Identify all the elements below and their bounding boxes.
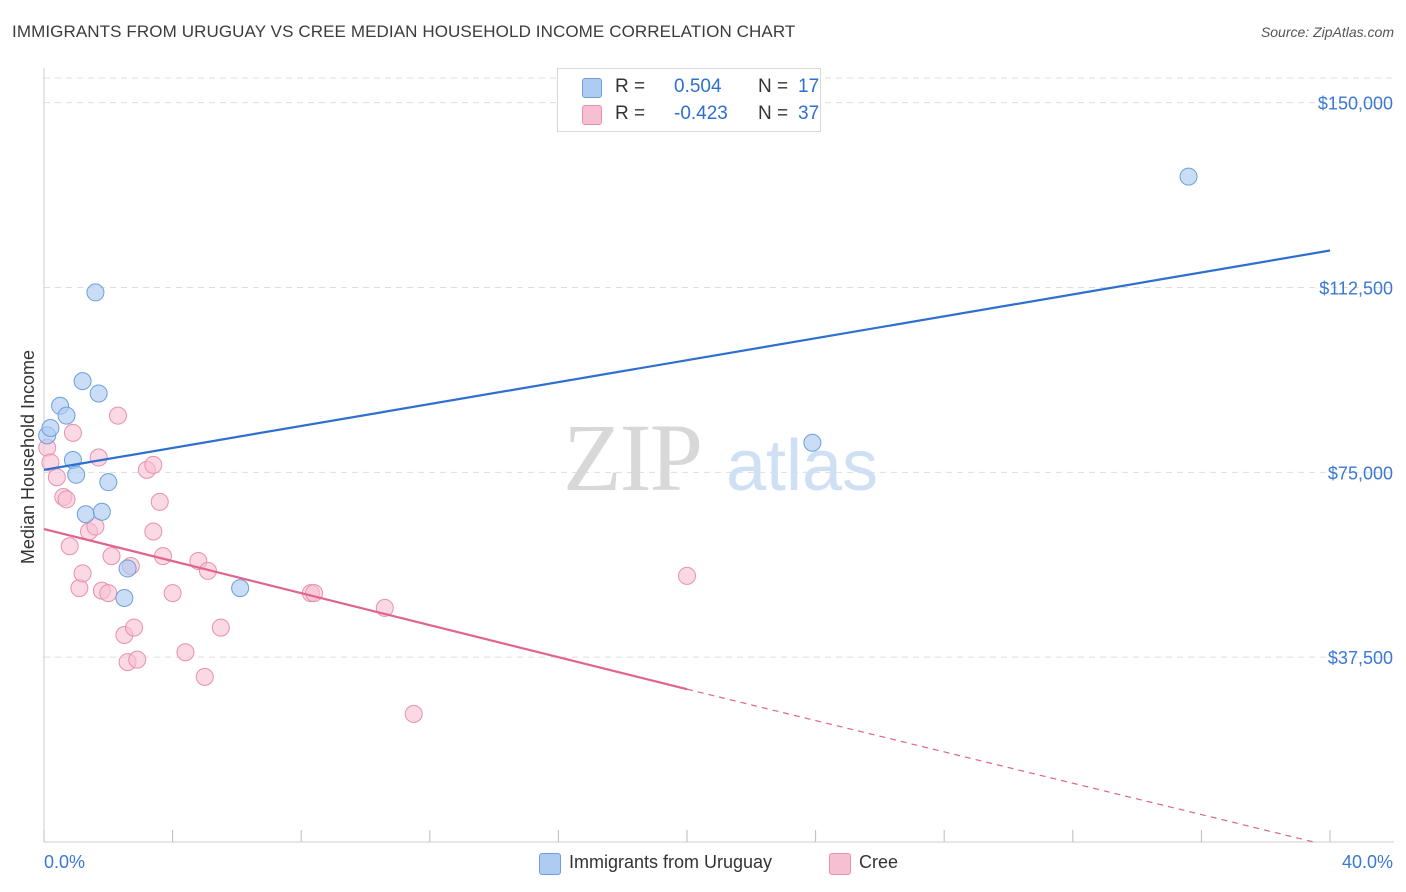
- y-tick-label: $37,500: [1328, 648, 1393, 668]
- uruguay-point: [57, 406, 76, 425]
- watermark-atlas: atlas: [726, 426, 878, 506]
- cree-point: [73, 564, 92, 583]
- cree-point: [404, 704, 423, 723]
- uruguay-point: [41, 418, 60, 437]
- cree-legend-label: Cree: [859, 852, 899, 872]
- cree-point: [176, 643, 195, 662]
- n-label: N =: [758, 76, 789, 97]
- cree-point: [47, 468, 66, 487]
- cree-legend-swatch: [829, 853, 851, 875]
- cree-point: [60, 537, 79, 556]
- cree-point: [211, 618, 230, 637]
- grid-lines: [44, 77, 1394, 658]
- chart-title: IMMIGRANTS FROM URUGUAY VS CREE MEDIAN H…: [12, 22, 796, 41]
- cree-point: [125, 618, 144, 637]
- trend-lines: [43, 249, 1331, 843]
- cree-trend-line: [43, 527, 688, 691]
- cree-point: [89, 448, 108, 467]
- cree-point: [678, 566, 696, 585]
- watermark-zip: ZIP: [563, 404, 701, 511]
- uruguay-point: [99, 473, 118, 492]
- uruguay-point: [231, 579, 250, 598]
- r-label: R =: [615, 76, 646, 97]
- r-value: 0.504: [674, 76, 722, 97]
- cree-point: [150, 492, 169, 511]
- cree-point: [195, 667, 214, 686]
- cree-swatch: [582, 105, 602, 125]
- uruguay-point: [67, 465, 86, 484]
- uruguay-trend-line: [43, 249, 1331, 471]
- cree-point: [144, 455, 163, 474]
- n-value: 37: [798, 103, 820, 124]
- y-tick-label: $75,000: [1328, 463, 1393, 483]
- uruguay-points: [38, 167, 1198, 608]
- uruguay-point: [803, 433, 822, 452]
- r-value: -0.423: [674, 103, 728, 124]
- n-value: 17: [798, 76, 820, 97]
- cree-point: [70, 579, 89, 598]
- source-label: Source: ZipAtlas.com: [1260, 24, 1394, 40]
- uruguay-legend-swatch: [539, 853, 561, 875]
- cree-point: [102, 547, 121, 566]
- uruguay-legend-label: Immigrants from Uruguay: [569, 852, 773, 872]
- cree-point: [163, 584, 182, 603]
- uruguay-swatch: [582, 78, 602, 98]
- watermark: ZIP atlas: [563, 404, 878, 511]
- cree-point: [99, 584, 118, 603]
- x-tick-label: 0.0%: [44, 852, 85, 872]
- cree-trend-extension: [686, 688, 1315, 843]
- cree-point: [144, 522, 163, 541]
- correlation-legend: R = 0.504 N = 17 R = -0.423 N = 37: [557, 68, 821, 132]
- x-tick-label: 40.0%: [1342, 852, 1393, 872]
- n-label: N =: [758, 103, 789, 124]
- cree-point: [63, 423, 82, 442]
- y-tick-label: $112,500: [1319, 278, 1393, 298]
- uruguay-point: [76, 505, 95, 524]
- uruguay-point: [92, 502, 111, 521]
- r-label: R =: [615, 103, 646, 124]
- y-axis-label: Median Household Income: [18, 350, 38, 564]
- tick-labels: $37,500 $75,000 $112,500 $150,000 0.0% 40.0%: [44, 94, 1393, 872]
- cree-point: [57, 490, 76, 509]
- cree-point: [108, 406, 127, 425]
- uruguay-point: [1179, 167, 1198, 186]
- y-tick-label: $150,000: [1318, 94, 1393, 114]
- cree-point: [128, 650, 147, 669]
- uruguay-point: [86, 283, 105, 302]
- cree-point: [305, 584, 324, 603]
- uruguay-point: [89, 384, 108, 403]
- uruguay-point: [118, 559, 137, 578]
- uruguay-point: [115, 589, 134, 608]
- uruguay-point: [73, 372, 92, 391]
